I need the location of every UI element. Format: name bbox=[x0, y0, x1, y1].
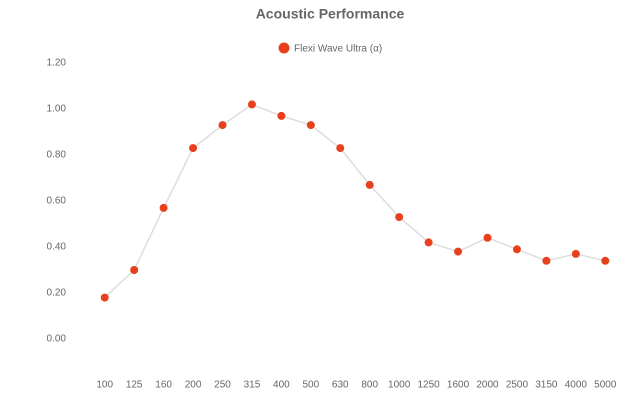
data-point bbox=[218, 121, 227, 130]
y-tick-label: 0.60 bbox=[47, 196, 67, 207]
y-tick-label: 0.80 bbox=[47, 150, 67, 161]
x-tick-label: 3150 bbox=[535, 380, 558, 391]
y-tick-label: 1.20 bbox=[47, 58, 67, 69]
legend-marker bbox=[277, 41, 291, 55]
data-point bbox=[542, 256, 551, 265]
series-line bbox=[104, 103, 606, 299]
x-tick-label: 1600 bbox=[447, 380, 470, 391]
x-tick-label: 500 bbox=[302, 380, 319, 391]
data-point bbox=[424, 238, 433, 247]
data-point bbox=[100, 293, 109, 302]
data-point bbox=[395, 213, 404, 222]
data-point bbox=[336, 144, 345, 153]
x-tick-label: 2500 bbox=[506, 380, 529, 391]
data-point bbox=[277, 111, 286, 120]
legend-label: Flexi Wave Ultra (α) bbox=[294, 44, 382, 55]
data-point bbox=[306, 121, 315, 130]
x-tick-label: 125 bbox=[126, 380, 143, 391]
data-point bbox=[130, 266, 139, 274]
x-tick-label: 160 bbox=[155, 380, 172, 391]
data-point bbox=[601, 256, 610, 265]
x-tick-label: 2000 bbox=[476, 380, 499, 391]
x-tick-label: 800 bbox=[361, 380, 378, 391]
data-point bbox=[247, 100, 256, 109]
data-point bbox=[159, 203, 168, 212]
data-point bbox=[189, 144, 198, 153]
data-point bbox=[571, 249, 580, 258]
y-tick-label: 0.40 bbox=[47, 242, 67, 253]
x-tick-label: 630 bbox=[332, 380, 349, 391]
data-point bbox=[365, 180, 374, 189]
data-point bbox=[512, 245, 521, 254]
x-tick-label: 1000 bbox=[388, 380, 411, 391]
chart-title: Acoustic Performance bbox=[256, 6, 405, 22]
x-tick-label: 315 bbox=[244, 380, 261, 391]
x-tick-label: 4000 bbox=[565, 380, 588, 391]
data-point bbox=[483, 233, 492, 242]
y-tick-label: 1.00 bbox=[47, 104, 67, 115]
x-tick-label: 100 bbox=[96, 380, 113, 391]
x-tick-label: 400 bbox=[273, 380, 290, 391]
data-point bbox=[454, 247, 463, 256]
x-tick-label: 5000 bbox=[594, 380, 617, 391]
x-tick-label: 250 bbox=[214, 380, 231, 391]
y-tick-label: 0.20 bbox=[47, 288, 67, 299]
x-tick-label: 200 bbox=[185, 380, 202, 391]
x-tick-label: 1250 bbox=[417, 380, 440, 391]
y-tick-label: 0.00 bbox=[47, 334, 67, 345]
